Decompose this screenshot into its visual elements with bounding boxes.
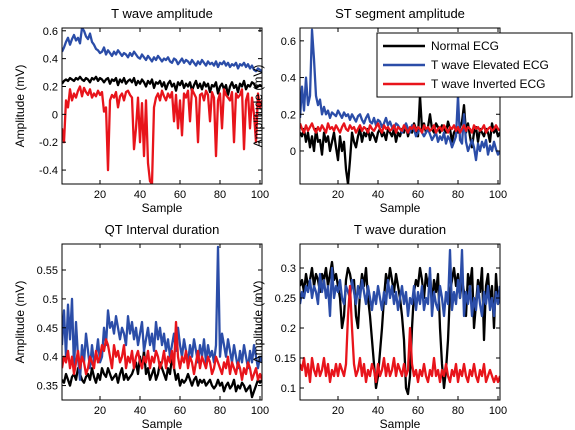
- series-group: [62, 28, 262, 184]
- plot-background: [62, 244, 262, 400]
- y-tick-label: 0.4: [43, 352, 58, 364]
- legend: Normal ECG T wave Elevated ECG T wave Inve…: [376, 32, 573, 98]
- x-tick-label: 60: [174, 405, 186, 417]
- y-tick-label: 0.25: [275, 293, 296, 305]
- x-tick-label: 20: [332, 189, 344, 201]
- y-tick-label: 0.5: [43, 294, 58, 306]
- x-tick-label: 20: [332, 405, 344, 417]
- x-tick-label: 80: [214, 189, 226, 201]
- x-tick-label: 80: [452, 405, 464, 417]
- series-group: [300, 28, 500, 184]
- axes-box: [61, 27, 263, 185]
- x-tick-label: 40: [134, 405, 146, 417]
- series-group: [300, 248, 500, 396]
- x-tick-label: 100: [489, 189, 507, 201]
- subplot-title: T wave duration: [354, 222, 446, 237]
- axes-box: [61, 243, 263, 401]
- x-tick-label: 20: [94, 405, 106, 417]
- y-tick-label: 0.55: [37, 265, 58, 277]
- x-tick-label: 80: [214, 405, 226, 417]
- x-tick-label: 40: [372, 189, 384, 201]
- x-tick-label: 40: [134, 189, 146, 201]
- subplot-title: ST segment amplitude: [335, 6, 465, 21]
- y-tick-label: 0.1: [281, 383, 296, 395]
- y-tick-label: 0.35: [37, 381, 58, 393]
- subplot-title: QT Interval duration: [105, 222, 220, 237]
- y-tick-label: 0.15: [275, 353, 296, 365]
- x-axis-label: Sample: [142, 417, 183, 430]
- series-line-3: [300, 284, 500, 384]
- y-axis-label: Amplitude (mV): [251, 281, 265, 364]
- subplot-1: 20 40 60 80 100 -0.4 -0.2 0 0.2 0.4 0.6 T wave ampl…: [13, 6, 269, 215]
- y-tick-label: 0.6: [281, 36, 296, 48]
- y-tick-label: 0.4: [281, 73, 296, 85]
- series-group: [62, 245, 262, 399]
- y-tick-label: 0.2: [43, 82, 58, 94]
- x-tick-label: 100: [489, 405, 507, 417]
- x-tick-label: 60: [412, 405, 424, 417]
- x-tick-label: 80: [452, 189, 464, 201]
- axes-box: [299, 27, 501, 185]
- y-tick-label: 0.2: [281, 323, 296, 335]
- y-tick-label: 0: [290, 146, 296, 158]
- legend-label-3: T wave Inverted ECG: [431, 77, 546, 91]
- series-line-2: [62, 28, 262, 73]
- y-tick-label: 0.6: [43, 26, 58, 38]
- series-line-3: [62, 320, 262, 381]
- y-tick-label: 0: [52, 109, 58, 121]
- legend-label-2: T wave Elevated ECG: [431, 58, 549, 72]
- y-axis-label: Amplitude (mV): [13, 65, 27, 148]
- subplot-title: T wave amplitude: [111, 6, 213, 21]
- series-line-3: [62, 85, 262, 184]
- series-line-2: [300, 248, 500, 318]
- series-line-1: [62, 75, 262, 97]
- plot-background: [62, 28, 262, 184]
- series-line-3: [300, 122, 500, 134]
- y-axis-label: Amplitude (mV): [251, 65, 265, 148]
- x-axis-label: Sample: [142, 201, 183, 215]
- x-tick-label: 100: [251, 405, 269, 417]
- y-tick-label: 0.3: [281, 263, 296, 275]
- x-tick-label: 60: [174, 189, 186, 201]
- x-axis-label: Sample: [380, 417, 421, 430]
- y-tick-label: 0.4: [43, 54, 58, 66]
- x-tick-label: 20: [94, 189, 106, 201]
- x-axis-label: Sample: [380, 201, 421, 215]
- subplot-4: 20 40 60 80 100 0.1 0.15 0.2 0.25 0.3 T wave durat…: [251, 222, 507, 430]
- y-tick-label: 0.2: [281, 109, 296, 121]
- y-tick-label: -0.4: [39, 165, 58, 177]
- y-tick-label: 0.45: [37, 323, 58, 335]
- series-line-1: [62, 349, 262, 399]
- y-axis-label: Amplitude (mV): [13, 281, 27, 364]
- x-tick-label: 100: [251, 189, 269, 201]
- x-tick-label: 60: [412, 189, 424, 201]
- x-tick-label: 40: [372, 405, 384, 417]
- legend-label-1: Normal ECG: [431, 39, 499, 53]
- y-tick-label: -0.2: [39, 137, 58, 149]
- axes-box: [299, 243, 501, 401]
- subplot-3: 20 40 60 80 100 0.35 0.4 0.45 0.5 0.55 QT Interval…: [13, 222, 269, 430]
